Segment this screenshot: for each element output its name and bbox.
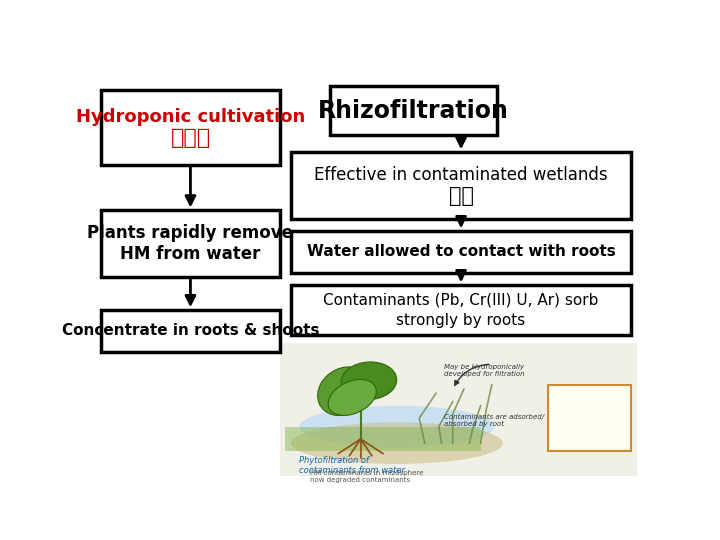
Text: Contaminants (Pb, Cr(III) U, Ar) sorb: Contaminants (Pb, Cr(III) U, Ar) sorb xyxy=(323,292,599,307)
Ellipse shape xyxy=(291,422,503,464)
Text: HM contaminants in rhizosphere
now degraded contaminants: HM contaminants in rhizosphere now degra… xyxy=(310,470,424,483)
FancyBboxPatch shape xyxy=(330,85,498,136)
FancyBboxPatch shape xyxy=(280,343,637,476)
Ellipse shape xyxy=(341,362,397,400)
Text: Water allowed to contact with roots: Water allowed to contact with roots xyxy=(307,245,616,259)
Text: Plants rapidly remove: Plants rapidly remove xyxy=(87,224,294,242)
Ellipse shape xyxy=(300,406,495,447)
Text: Hydroponic cultivation: Hydroponic cultivation xyxy=(76,108,305,126)
Text: Contaminants are adsorbed/
absorbed by root: Contaminants are adsorbed/ absorbed by r… xyxy=(444,414,544,427)
FancyBboxPatch shape xyxy=(101,210,280,277)
Ellipse shape xyxy=(328,380,377,415)
Text: Effective in contaminated wetlands: Effective in contaminated wetlands xyxy=(314,166,608,184)
Text: Phytofiltration of
contaminants from water: Phytofiltration of contaminants from wat… xyxy=(300,456,405,475)
FancyBboxPatch shape xyxy=(291,285,631,335)
FancyBboxPatch shape xyxy=(101,310,280,352)
Text: May be Hydroponically
developed for filtration: May be Hydroponically developed for filt… xyxy=(444,364,525,377)
Text: Rhizofiltration: Rhizofiltration xyxy=(318,98,509,123)
Text: strongly by roots: strongly by roots xyxy=(397,313,526,328)
Text: 습지: 습지 xyxy=(449,186,474,206)
Text: 수경법: 수경법 xyxy=(171,127,210,147)
Text: Concentrate in roots & shoots: Concentrate in roots & shoots xyxy=(62,323,319,339)
FancyBboxPatch shape xyxy=(547,385,631,451)
FancyBboxPatch shape xyxy=(285,427,481,451)
FancyBboxPatch shape xyxy=(101,90,280,165)
FancyBboxPatch shape xyxy=(291,231,631,273)
Ellipse shape xyxy=(318,367,370,415)
Text: HM from water: HM from water xyxy=(120,245,261,263)
FancyBboxPatch shape xyxy=(291,152,631,219)
